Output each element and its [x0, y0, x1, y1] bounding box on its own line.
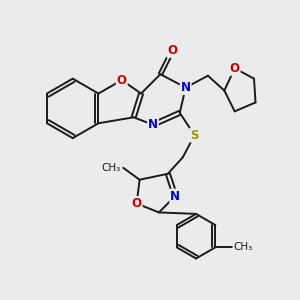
- Text: N: N: [181, 81, 191, 94]
- Text: N: N: [170, 190, 180, 202]
- Text: CH₃: CH₃: [101, 163, 120, 173]
- Text: O: O: [132, 197, 142, 210]
- Text: N: N: [148, 118, 158, 131]
- Text: S: S: [190, 129, 199, 142]
- Text: CH₃: CH₃: [233, 242, 253, 252]
- Text: O: O: [167, 44, 177, 57]
- Text: O: O: [230, 62, 240, 75]
- Text: O: O: [117, 74, 127, 87]
